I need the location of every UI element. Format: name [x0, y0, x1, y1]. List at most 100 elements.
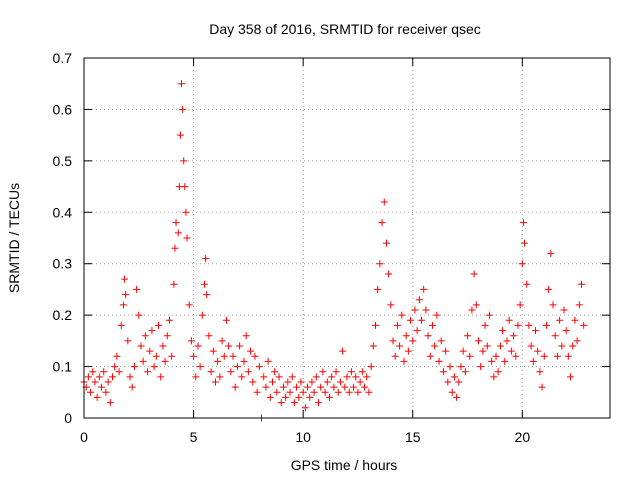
data-point [431, 342, 439, 350]
data-point [426, 352, 434, 360]
data-point [104, 378, 112, 386]
data-point [501, 357, 509, 365]
data-point [514, 321, 522, 329]
data-point [111, 363, 119, 371]
data-point [157, 373, 165, 381]
x-tick-label: 5 [190, 429, 198, 445]
data-point [510, 332, 518, 340]
data-point [161, 357, 169, 365]
data-point [380, 198, 388, 206]
data-point [299, 388, 307, 396]
axis-ticks: 0 0.1 0.2 0.3 0.4 0.5 0.6 0.7 0 5 10 15 20 [53, 50, 610, 445]
data-point [89, 368, 97, 376]
data-point [354, 388, 362, 396]
data-point [341, 383, 349, 391]
data-point [499, 327, 507, 335]
data-point [420, 285, 428, 293]
chart-title: Day 358 of 2016, SRMTID for receiver qse… [209, 21, 481, 37]
data-point [168, 352, 176, 360]
data-point [178, 80, 186, 88]
data-point [266, 393, 274, 401]
y-tick-label: 0.1 [53, 359, 73, 375]
data-point [505, 316, 513, 324]
data-point [540, 352, 548, 360]
data-point [171, 244, 179, 252]
data-point [286, 388, 294, 396]
data-point [93, 393, 101, 401]
data-point [479, 347, 487, 355]
data-point [238, 373, 246, 381]
data-point [361, 383, 369, 391]
data-point [396, 342, 404, 350]
data-point [378, 219, 386, 227]
data-point [290, 399, 298, 407]
data-point [247, 347, 255, 355]
data-point [560, 306, 568, 314]
data-point [575, 301, 583, 309]
data-point [229, 352, 237, 360]
data-point [227, 368, 235, 376]
data-point [461, 368, 469, 376]
data-point [422, 306, 430, 314]
data-point [163, 332, 171, 340]
data-point [556, 316, 564, 324]
data-point [542, 321, 550, 329]
data-point [567, 373, 575, 381]
data-point [295, 393, 303, 401]
data-point [356, 378, 364, 386]
data-points [80, 80, 588, 422]
data-point [391, 352, 399, 360]
data-point [124, 337, 132, 345]
x-tick-label: 15 [405, 429, 421, 445]
data-point [218, 337, 226, 345]
data-point [212, 378, 219, 386]
data-point [439, 368, 447, 376]
data-point [519, 219, 527, 227]
data-point [207, 368, 215, 376]
data-point [113, 352, 121, 360]
data-point [323, 378, 331, 386]
data-point [521, 239, 529, 247]
data-point [371, 321, 379, 329]
data-point [339, 347, 347, 355]
data-point [402, 332, 410, 340]
data-point [87, 388, 95, 396]
y-tick-label: 0.4 [53, 204, 73, 220]
data-point [122, 291, 130, 299]
data-point [325, 393, 333, 401]
data-point [288, 373, 296, 381]
data-point [317, 383, 325, 391]
data-point [304, 383, 312, 391]
data-point [411, 306, 419, 314]
data-point [369, 342, 377, 350]
data-point [529, 357, 537, 365]
data-point [205, 332, 213, 340]
data-point [496, 342, 504, 350]
data-point [376, 260, 384, 268]
data-point [209, 347, 217, 355]
data-point [146, 347, 154, 355]
data-point [321, 388, 329, 396]
data-point [518, 260, 526, 268]
data-point [185, 301, 193, 309]
data-point [240, 357, 248, 365]
data-point [152, 352, 160, 360]
data-point [437, 337, 445, 345]
data-point [468, 306, 476, 314]
data-point [569, 342, 577, 350]
data-point [253, 388, 261, 396]
data-point [450, 373, 458, 381]
data-point [562, 327, 570, 335]
data-point [488, 357, 496, 365]
data-point [332, 368, 340, 376]
data-point [393, 321, 401, 329]
data-point [536, 368, 544, 376]
data-point [190, 352, 198, 360]
data-point [126, 373, 134, 381]
data-point [545, 285, 553, 293]
data-point [179, 105, 187, 113]
data-point [485, 311, 493, 319]
data-point [106, 399, 114, 407]
